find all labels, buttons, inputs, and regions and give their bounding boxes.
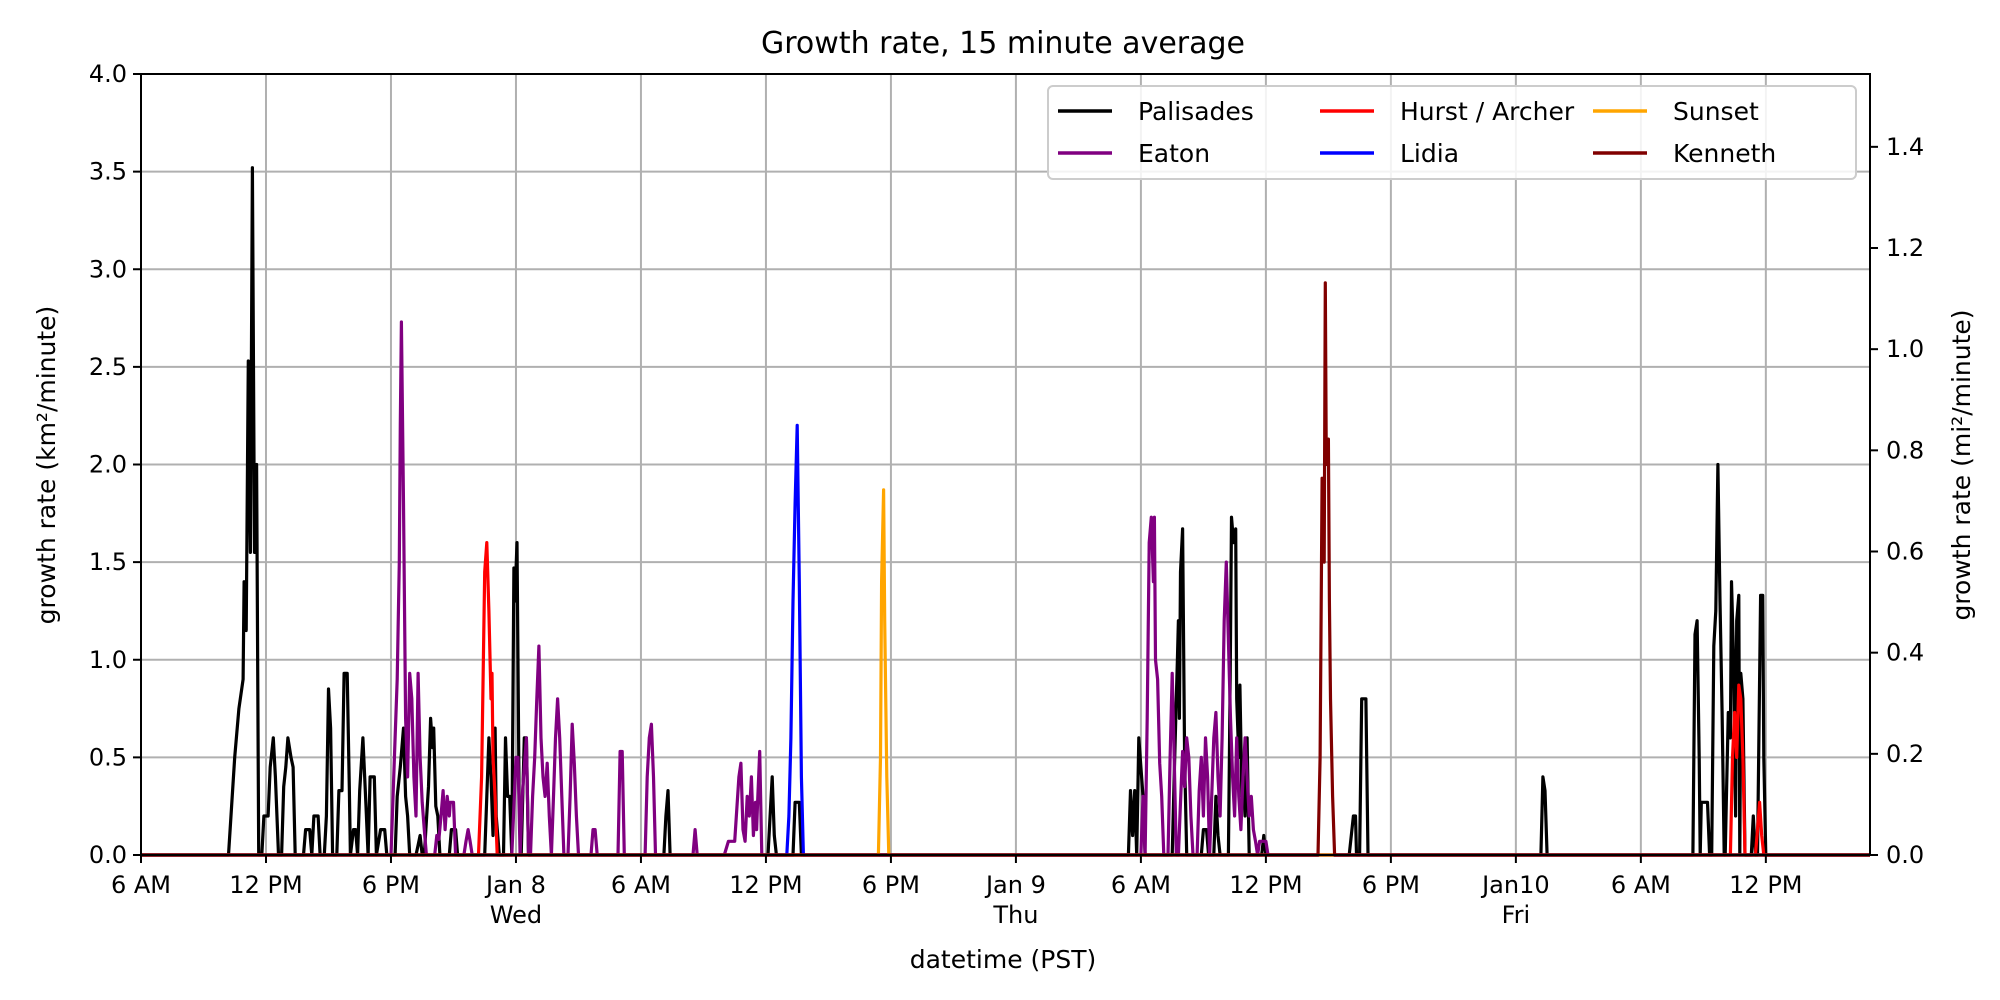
x-tick-label: 6 AM bbox=[1611, 871, 1671, 899]
x-tick-label: 6 PM bbox=[862, 871, 920, 899]
x-tick-label: 6 PM bbox=[1362, 871, 1420, 899]
y-tick-label-right: 0.6 bbox=[1886, 538, 1924, 566]
y-tick-label-left: 1.5 bbox=[89, 548, 127, 576]
x-tick-label: Thu bbox=[992, 901, 1038, 929]
x-tick-label: Jan10 bbox=[1480, 871, 1550, 899]
y-axis-label-left: growth rate (km²/minute) bbox=[32, 306, 61, 625]
y-tick-label-right: 1.4 bbox=[1886, 133, 1924, 161]
y-tick-label-right: 0.2 bbox=[1886, 740, 1924, 768]
x-tick-label: Wed bbox=[490, 901, 542, 929]
legend-label: Lidia bbox=[1400, 139, 1459, 168]
legend-label: Sunset bbox=[1673, 97, 1759, 126]
y-tick-label-right: 0.4 bbox=[1886, 639, 1924, 667]
legend-box bbox=[1047, 85, 1857, 180]
legend-label: Eaton bbox=[1138, 139, 1210, 168]
y-tick-label-right: 0.0 bbox=[1886, 841, 1924, 869]
y-tick-label-left: 3.5 bbox=[89, 158, 127, 186]
legend-label: Hurst / Archer bbox=[1400, 97, 1575, 126]
series-group bbox=[141, 166, 1870, 857]
x-tick-label: 12 PM bbox=[229, 871, 302, 899]
y-tick-label-right: 1.0 bbox=[1886, 335, 1924, 363]
x-tick-label: 6 PM bbox=[362, 871, 420, 899]
y-tick-label-left: 4.0 bbox=[89, 60, 127, 88]
x-axis-label: datetime (PST) bbox=[910, 945, 1097, 974]
y-tick-label-right: 0.8 bbox=[1886, 436, 1924, 464]
legend-label: Palisades bbox=[1138, 97, 1254, 126]
x-tick-label: 6 AM bbox=[1111, 871, 1171, 899]
y-tick-label-left: 2.0 bbox=[89, 451, 127, 479]
y-tick-label-left: 0.5 bbox=[89, 743, 127, 771]
y-tick-label-left: 3.0 bbox=[89, 255, 127, 283]
x-tick-label: 6 AM bbox=[111, 871, 171, 899]
x-tick-label: Jan 9 bbox=[984, 871, 1046, 899]
y-tick-label-left: 2.5 bbox=[89, 353, 127, 381]
x-tick-label: 12 PM bbox=[729, 871, 802, 899]
chart-title: Growth rate, 15 minute average bbox=[761, 26, 1245, 61]
series-line-hurst-archer bbox=[141, 541, 1870, 857]
y-axis-label-right: growth rate (mi²/minute) bbox=[1947, 309, 1976, 620]
x-tick-label: 12 PM bbox=[1229, 871, 1302, 899]
x-tick-label: 12 PM bbox=[1729, 871, 1802, 899]
x-tick-label: Fri bbox=[1502, 901, 1531, 929]
legend-label: Kenneth bbox=[1673, 139, 1776, 168]
legend: Palisades Eaton Hurst / Archer Lidia Sunset K… bbox=[1047, 85, 1857, 180]
y-tick-label-right: 1.2 bbox=[1886, 234, 1924, 262]
x-tick-label: Jan 8 bbox=[484, 871, 546, 899]
series-line-eaton bbox=[141, 320, 1870, 857]
series-line-kenneth bbox=[141, 281, 1870, 857]
series-line-lidia bbox=[141, 423, 1870, 857]
x-tick-label: 6 AM bbox=[611, 871, 671, 899]
y-tick-label-left: 0.0 bbox=[89, 841, 127, 869]
series-line-sunset bbox=[141, 488, 1870, 857]
y-tick-label-left: 1.0 bbox=[89, 646, 127, 674]
